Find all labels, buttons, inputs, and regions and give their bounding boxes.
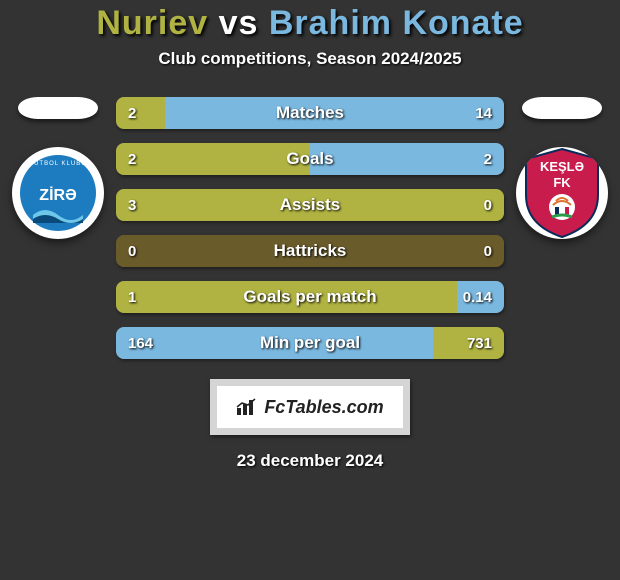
brand-badge[interactable]: FcTables.com [210, 379, 410, 435]
stat-left-value: 1 [128, 281, 136, 313]
subtitle: Club competitions, Season 2024/2025 [0, 49, 620, 69]
right-club-badge: KEŞLƏ FK [516, 147, 608, 239]
stat-bar-min-per-goal: Min per goal164 731 [116, 327, 504, 359]
stat-right-value: 731 [467, 327, 492, 359]
left-country-flag [18, 97, 98, 119]
stat-label: Assists [116, 189, 504, 221]
stat-right-value: 0 [484, 189, 492, 221]
stat-right-value: 0 [484, 235, 492, 267]
kesle-name: KEŞLƏ [540, 159, 584, 174]
stat-label: Hattricks [116, 235, 504, 267]
stat-bar-hattricks: Hattricks0 0 [116, 235, 504, 267]
brand-text: FcTables.com [264, 397, 383, 418]
chart-icon [236, 398, 258, 416]
stat-right-value: 0.14 [463, 281, 492, 313]
zire-wave-icon [33, 201, 83, 223]
player2-name: Brahim Konate [269, 4, 524, 42]
stat-label: Matches [116, 97, 504, 129]
player1-name: Nuriev [96, 4, 208, 42]
stat-left-value: 0 [128, 235, 136, 267]
zire-logo: FUTBOL KLUBU ZİRƏ [20, 155, 96, 231]
right-country-flag [522, 97, 602, 119]
stat-left-value: 3 [128, 189, 136, 221]
stat-bar-goals: Goals2 2 [116, 143, 504, 175]
comparison-card: Nuriev vs Brahim Konate Club competition… [0, 0, 620, 471]
left-club-badge: FUTBOL KLUBU ZİRƏ [12, 147, 104, 239]
stat-bar-matches: Matches2 14 [116, 97, 504, 129]
date: 23 december 2024 [0, 451, 620, 471]
kesle-logo: KEŞLƏ FK [522, 147, 602, 239]
right-player-column: KEŞLƏ FK [512, 97, 612, 239]
vs-text: vs [208, 4, 269, 42]
main-row: FUTBOL KLUBU ZİRƏ Matches214Goals22Assis… [0, 97, 620, 359]
stat-bars: Matches214Goals22Assists30Hattricks00Goa… [116, 97, 504, 359]
left-player-column: FUTBOL KLUBU ZİRƏ [8, 97, 108, 239]
stat-label: Goals [116, 143, 504, 175]
stat-left-value: 164 [128, 327, 153, 359]
zire-subtext: FUTBOL KLUBU [29, 161, 86, 167]
stat-right-value: 2 [484, 143, 492, 175]
svg-text:FK: FK [553, 175, 571, 190]
stat-bar-goals-per-match: Goals per match1 0.14 [116, 281, 504, 313]
stat-bar-assists: Assists3 0 [116, 189, 504, 221]
stat-label: Min per goal [116, 327, 504, 359]
stat-left-value: 2 [128, 97, 136, 129]
stat-label: Goals per match [116, 281, 504, 313]
page-title: Nuriev vs Brahim Konate [0, 4, 620, 43]
stat-left-value: 2 [128, 143, 136, 175]
stat-right-value: 14 [475, 97, 492, 129]
